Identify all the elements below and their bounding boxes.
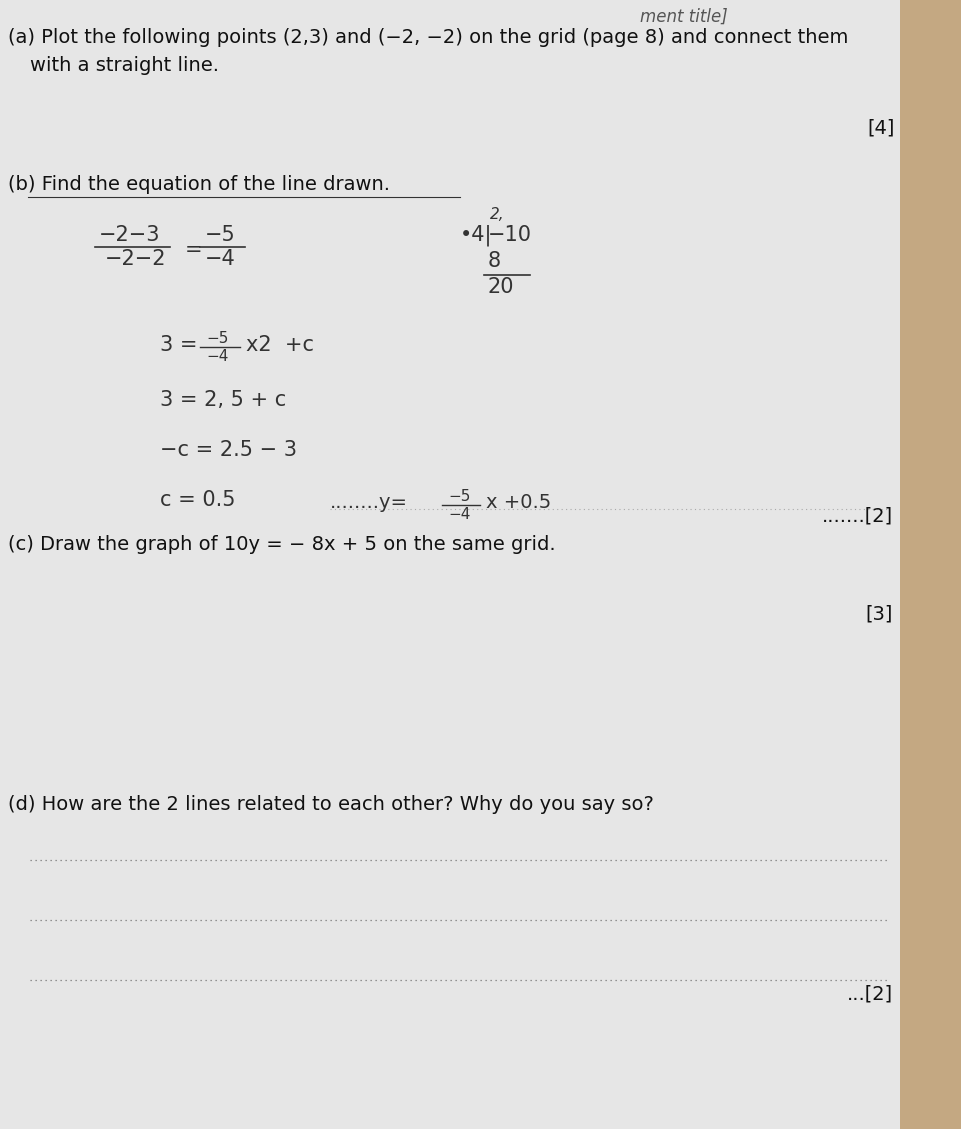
Text: −5: −5 xyxy=(205,225,235,245)
Text: −4: −4 xyxy=(205,250,235,269)
Text: −5: −5 xyxy=(207,331,229,345)
Text: −4: −4 xyxy=(207,349,229,364)
Text: 3 = 2, 5 + c: 3 = 2, 5 + c xyxy=(160,390,286,410)
Text: [4]: [4] xyxy=(867,119,894,137)
Text: c = 0.5: c = 0.5 xyxy=(160,490,235,510)
Text: with a straight line.: with a straight line. xyxy=(30,56,219,75)
Text: [3]: [3] xyxy=(865,605,892,624)
Text: −10: −10 xyxy=(487,225,531,245)
Text: −2−3: −2−3 xyxy=(99,225,160,245)
Text: 2,: 2, xyxy=(489,207,505,222)
Text: 20: 20 xyxy=(487,277,514,297)
Text: (c) Draw the graph of 10y = − 8x + 5 on the same grid.: (c) Draw the graph of 10y = − 8x + 5 on … xyxy=(8,535,555,554)
Text: ........y=: ........y= xyxy=(330,493,407,511)
Text: x2  +c: x2 +c xyxy=(246,335,313,355)
Text: −2−2: −2−2 xyxy=(105,250,166,269)
Text: x +0.5: x +0.5 xyxy=(485,493,551,511)
Text: −5: −5 xyxy=(449,489,471,504)
Text: .......[2]: .......[2] xyxy=(821,507,892,526)
Text: 8: 8 xyxy=(487,251,501,271)
Text: ment title]: ment title] xyxy=(639,8,727,26)
Text: (a) Plot the following points (2,3) and (−2, −2) on the grid (page 8) and connec: (a) Plot the following points (2,3) and … xyxy=(8,28,848,47)
Text: (d) How are the 2 lines related to each other? Why do you say so?: (d) How are the 2 lines related to each … xyxy=(8,795,653,814)
Text: 3 =: 3 = xyxy=(160,335,197,355)
Text: =: = xyxy=(185,240,203,260)
Text: •4|: •4| xyxy=(459,225,492,246)
Text: ...[2]: ...[2] xyxy=(846,984,892,1004)
Text: −c = 2.5 − 3: −c = 2.5 − 3 xyxy=(160,440,297,460)
Text: (b) Find the equation of the line drawn.: (b) Find the equation of the line drawn. xyxy=(8,175,389,194)
Bar xyxy=(899,0,961,1129)
Text: −4: −4 xyxy=(449,507,471,522)
